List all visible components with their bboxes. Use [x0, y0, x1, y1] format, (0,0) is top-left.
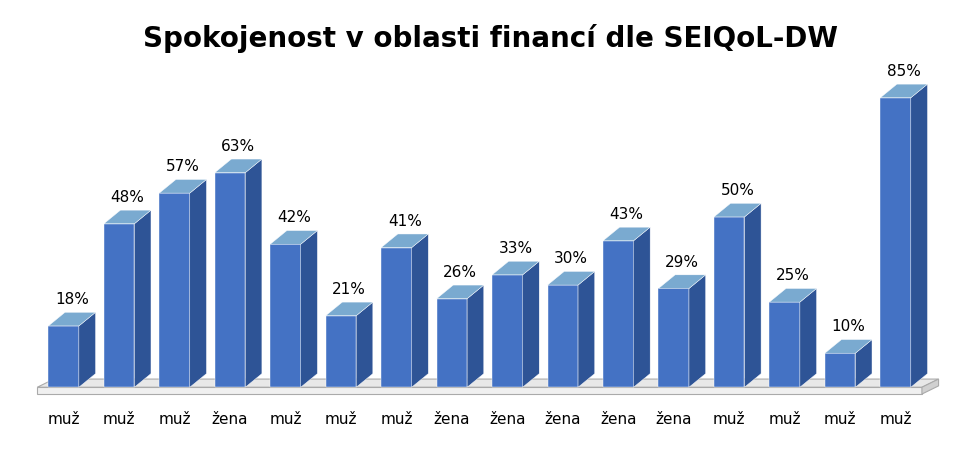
- Polygon shape: [104, 224, 134, 387]
- Polygon shape: [48, 326, 78, 387]
- Polygon shape: [548, 285, 578, 387]
- Text: 85%: 85%: [887, 64, 921, 79]
- Polygon shape: [437, 299, 467, 387]
- Text: 29%: 29%: [665, 255, 699, 270]
- Polygon shape: [78, 312, 95, 387]
- Polygon shape: [301, 230, 318, 387]
- Text: 21%: 21%: [332, 282, 367, 297]
- Polygon shape: [48, 312, 95, 326]
- Polygon shape: [825, 353, 856, 387]
- Polygon shape: [325, 316, 356, 387]
- Polygon shape: [769, 302, 800, 387]
- Polygon shape: [325, 302, 372, 316]
- Text: 57%: 57%: [166, 159, 200, 175]
- Text: 48%: 48%: [111, 190, 144, 205]
- Polygon shape: [603, 227, 650, 241]
- Text: 42%: 42%: [277, 211, 311, 226]
- Polygon shape: [800, 289, 816, 387]
- Text: 43%: 43%: [610, 207, 644, 222]
- Text: 25%: 25%: [776, 268, 809, 283]
- Polygon shape: [356, 302, 372, 387]
- Text: 26%: 26%: [443, 265, 477, 280]
- Text: 50%: 50%: [720, 183, 755, 198]
- Polygon shape: [659, 275, 706, 289]
- Polygon shape: [856, 340, 872, 387]
- Polygon shape: [659, 289, 689, 387]
- Polygon shape: [215, 173, 245, 387]
- Polygon shape: [492, 275, 522, 387]
- Polygon shape: [160, 193, 190, 387]
- Polygon shape: [37, 379, 939, 387]
- Polygon shape: [633, 227, 650, 387]
- Text: 10%: 10%: [831, 319, 865, 335]
- Polygon shape: [381, 248, 412, 387]
- Polygon shape: [548, 272, 595, 285]
- Polygon shape: [134, 210, 151, 387]
- Polygon shape: [270, 244, 301, 387]
- Polygon shape: [381, 234, 428, 248]
- Polygon shape: [160, 179, 207, 193]
- Text: 18%: 18%: [55, 292, 89, 307]
- Polygon shape: [190, 179, 207, 387]
- Text: 63%: 63%: [221, 139, 256, 154]
- Polygon shape: [270, 230, 318, 244]
- Polygon shape: [492, 261, 539, 275]
- Polygon shape: [522, 261, 539, 387]
- Text: 41%: 41%: [388, 214, 421, 229]
- Polygon shape: [769, 289, 816, 302]
- Polygon shape: [37, 387, 922, 394]
- Polygon shape: [689, 275, 706, 387]
- Text: 33%: 33%: [499, 241, 533, 256]
- Polygon shape: [910, 84, 927, 387]
- Polygon shape: [745, 203, 761, 387]
- Polygon shape: [714, 217, 745, 387]
- Polygon shape: [880, 98, 910, 387]
- Polygon shape: [437, 285, 484, 299]
- Polygon shape: [825, 340, 872, 353]
- Polygon shape: [215, 159, 262, 173]
- Text: 30%: 30%: [554, 251, 588, 267]
- Polygon shape: [880, 84, 927, 98]
- Polygon shape: [578, 272, 595, 387]
- Polygon shape: [104, 210, 151, 224]
- Polygon shape: [245, 159, 262, 387]
- Polygon shape: [603, 241, 633, 387]
- Polygon shape: [714, 203, 761, 217]
- Polygon shape: [412, 234, 428, 387]
- Title: Spokojenost v oblasti financí dle SEIQoL-DW: Spokojenost v oblasti financí dle SEIQoL…: [142, 24, 838, 53]
- Polygon shape: [467, 285, 484, 387]
- Polygon shape: [922, 379, 939, 394]
